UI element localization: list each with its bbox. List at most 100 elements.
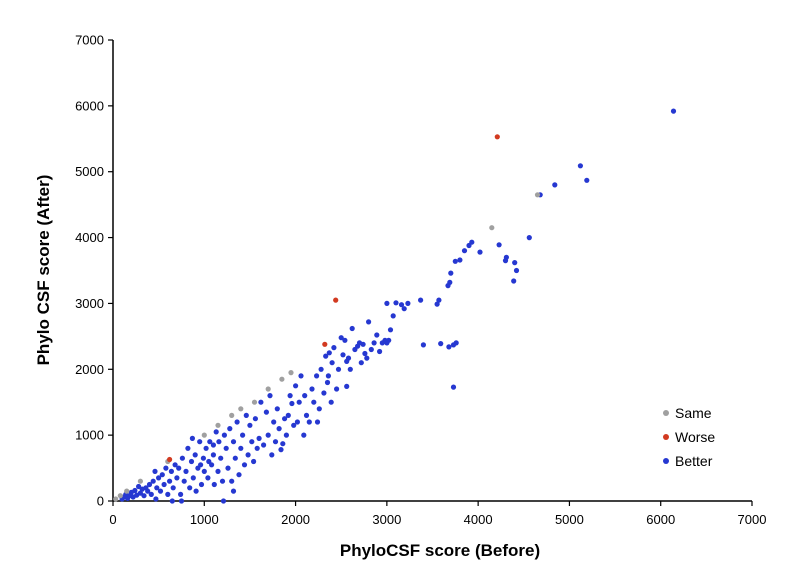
data-point-better — [448, 270, 454, 276]
data-point-better — [211, 481, 217, 488]
data-point-better — [438, 341, 444, 347]
data-point-better — [278, 447, 284, 453]
y-tick-label: 6000 — [75, 98, 104, 113]
data-point-better — [218, 455, 224, 461]
data-point-better — [377, 348, 383, 355]
data-point-same — [113, 496, 119, 502]
data-point-better — [450, 342, 457, 348]
data-point-better — [198, 481, 205, 488]
y-tick-label: 5000 — [75, 164, 104, 179]
data-point-better — [221, 432, 227, 438]
data-point-better — [374, 332, 380, 338]
data-point-better — [287, 393, 293, 399]
legend-label-better: Better — [675, 453, 713, 469]
data-point-better — [174, 475, 180, 481]
data-point-better — [387, 327, 394, 333]
data-point-better — [371, 340, 377, 346]
data-point-better — [225, 465, 231, 471]
data-point-better — [314, 373, 320, 379]
data-point-better — [254, 445, 260, 451]
data-point-better — [240, 432, 246, 438]
data-point-better — [198, 462, 204, 468]
data-point-better — [269, 452, 275, 458]
data-point-better — [526, 235, 532, 241]
data-point-better — [298, 373, 304, 379]
data-point-better — [296, 399, 302, 405]
data-point-better — [477, 249, 483, 255]
data-point-better — [181, 478, 187, 484]
data-point-better — [168, 468, 174, 474]
data-point-better — [192, 452, 198, 458]
data-point-better — [197, 439, 203, 445]
data-point-better — [170, 485, 176, 491]
data-point-better — [227, 426, 233, 432]
data-point-same — [229, 412, 235, 418]
data-point-better — [210, 452, 216, 458]
data-point-better — [234, 419, 240, 425]
data-point-better — [153, 496, 159, 502]
legend-marker-same — [663, 410, 669, 416]
legend: Same Worse Better — [663, 405, 715, 469]
data-point-better — [342, 337, 348, 343]
data-point-better — [511, 278, 517, 284]
data-point-better — [329, 360, 335, 366]
data-point-better — [420, 342, 426, 348]
data-point-same — [251, 399, 258, 405]
data-point-better — [213, 429, 219, 435]
data-point-better — [390, 313, 396, 319]
data-point-better — [466, 242, 472, 249]
data-point-better — [368, 346, 374, 353]
data-point-better — [200, 455, 206, 461]
data-point-better — [331, 345, 337, 351]
data-point-better — [139, 486, 145, 492]
data-point-better — [263, 409, 269, 415]
data-point-better — [418, 297, 424, 303]
data-point-better — [352, 346, 358, 353]
x-tick-label: 1000 — [190, 512, 219, 527]
data-point-better — [577, 163, 584, 169]
data-point-better — [325, 373, 331, 379]
data-point-better — [316, 406, 322, 412]
data-point-better — [436, 297, 442, 303]
legend-marker-better — [663, 458, 669, 464]
data-point-better — [445, 283, 451, 289]
data-point-better — [220, 498, 227, 504]
data-point-better — [324, 379, 331, 386]
x-tick-label: 6000 — [646, 512, 675, 527]
data-point-better — [379, 340, 385, 346]
data-point-same — [489, 225, 495, 231]
data-point-better — [293, 383, 299, 389]
data-point-better — [207, 439, 213, 445]
data-point-same — [279, 376, 285, 382]
data-point-better — [178, 498, 185, 504]
data-point-better — [338, 335, 344, 341]
series-better — [119, 108, 677, 504]
data-point-better — [193, 488, 199, 494]
data-point-better — [157, 488, 164, 494]
data-point-better — [302, 393, 308, 399]
y-tick-label: 0 — [97, 494, 104, 509]
x-tick-label: 2000 — [281, 512, 310, 527]
data-point-better — [347, 366, 353, 372]
data-point-worse — [333, 297, 339, 303]
data-point-better — [393, 300, 399, 306]
legend-label-worse: Worse — [675, 429, 715, 445]
data-point-better — [201, 468, 207, 474]
data-point-better — [344, 383, 350, 389]
data-point-better — [274, 406, 280, 412]
data-point-better — [188, 458, 195, 465]
data-point-better — [230, 439, 237, 445]
data-point-better — [349, 325, 355, 332]
data-point-better — [150, 478, 156, 484]
data-point-better — [252, 416, 258, 422]
data-point-same — [215, 422, 221, 428]
data-point-better — [306, 419, 312, 425]
data-point-better — [457, 257, 463, 263]
data-point-better — [249, 439, 255, 445]
data-point-better — [434, 301, 440, 307]
x-tick-label: 5000 — [555, 512, 584, 527]
data-point-better — [285, 412, 291, 418]
data-point-better — [294, 419, 300, 425]
data-point-better — [215, 468, 221, 474]
